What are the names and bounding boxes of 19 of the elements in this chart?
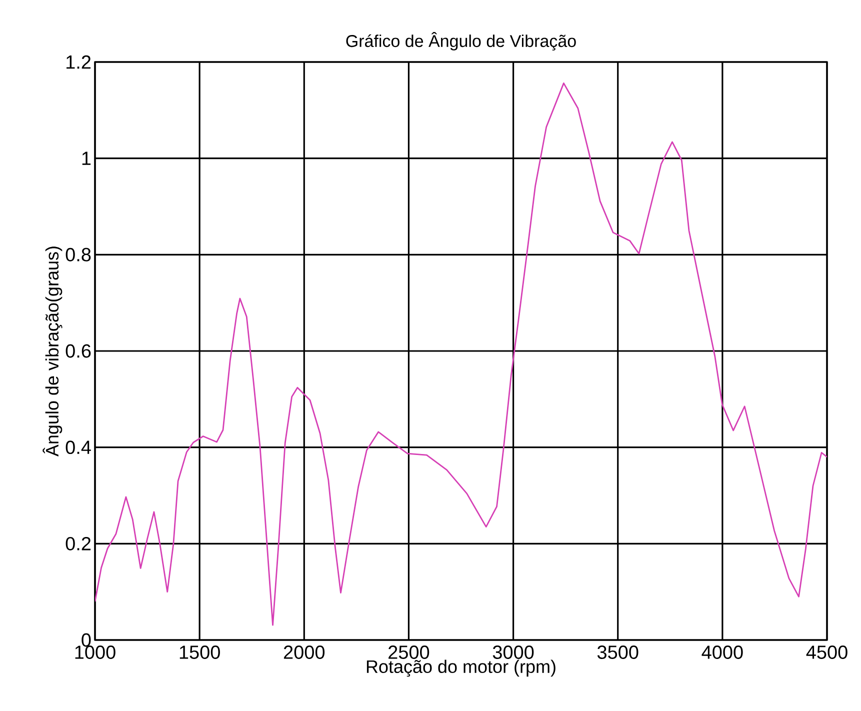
- y-tick-label: 0.8: [66, 248, 91, 262]
- x-tick-label: 4500: [806, 646, 848, 659]
- line-series: [95, 82, 828, 626]
- y-axis-title: Ângulo de vibração(graus): [42, 246, 62, 457]
- x-tick-label: 3000: [492, 646, 534, 659]
- y-tick-label: 1: [82, 152, 91, 165]
- x-axis-title: Rotação do motor (rpm): [366, 660, 556, 677]
- x-tick-label: 2500: [388, 646, 430, 659]
- y-tick-label: 0.4: [66, 440, 91, 454]
- y-tick-label: 0.6: [66, 344, 91, 358]
- x-tick-label: 4000: [702, 646, 743, 659]
- chart-title: Gráfico de Ângulo de Vibração: [346, 32, 576, 51]
- x-tick-label: 1500: [180, 646, 220, 659]
- y-tick-label: 0: [82, 633, 91, 647]
- y-tick-label: 1.2: [66, 55, 91, 69]
- y-tick-label: 0.2: [66, 536, 91, 550]
- x-tick-label: 2000: [284, 646, 325, 659]
- x-tick-label: 1000: [75, 646, 116, 659]
- x-tick-label: 3500: [597, 646, 638, 659]
